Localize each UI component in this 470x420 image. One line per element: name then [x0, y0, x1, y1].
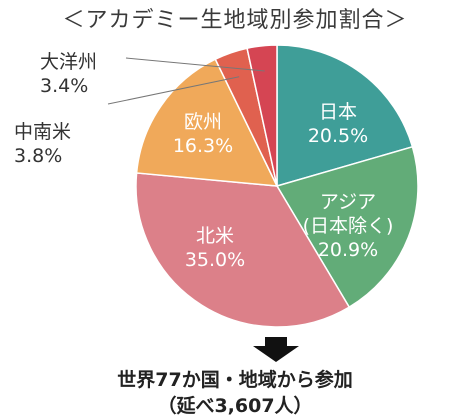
pie-slice-4: [135, 58, 279, 187]
pie-slice-2: [275, 145, 419, 309]
leader-line-6: [125, 57, 265, 72]
pie-slice-3: [135, 172, 351, 328]
slice-label-line: 3.4%: [40, 75, 88, 97]
slice-label-line: アジア: [320, 191, 376, 213]
down-arrow-icon: [253, 337, 299, 362]
slice-label-5: 中南米 3.8%: [14, 121, 71, 167]
footer-total: （延べ3,607人）: [157, 395, 313, 417]
slice-label-3: 北米 35.0%: [185, 225, 245, 271]
slice-label-1: 日本 20.5%: [308, 101, 368, 147]
pie-slice-1: [276, 44, 414, 187]
slice-label-line: (日本除く): [303, 215, 394, 237]
pie-slices: [135, 44, 419, 328]
slice-label-line: 16.3%: [173, 135, 233, 157]
pie-slice-6: [246, 44, 278, 187]
slice-label-line: 20.5%: [308, 125, 368, 147]
slice-label-2: アジア(日本除く) 20.9%: [303, 191, 394, 261]
leader-lines: [107, 57, 265, 105]
slice-label-6: 大洋州 3.4%: [40, 51, 97, 97]
slice-label-line: 35.0%: [185, 249, 245, 271]
slice-label-line: 中南米: [14, 121, 71, 143]
chart-title: ＜アカデミー生地域別参加割合＞: [62, 8, 408, 33]
slice-label-line: 北米: [196, 225, 234, 247]
leader-line-5: [107, 76, 240, 105]
slice-labels: 日本 20.5%アジア(日本除く) 20.9%北米 35.0%欧州 16.3%中南米 3.…: [14, 51, 393, 271]
slice-label-line: 大洋州: [40, 51, 97, 73]
slice-label-line: 日本: [319, 101, 357, 123]
footer-summary: 世界77か国・地域から参加: [117, 369, 353, 391]
slice-label-4: 欧州 16.3%: [173, 111, 233, 157]
slice-label-line: 20.9%: [318, 239, 378, 261]
slice-label-line: 欧州: [184, 111, 222, 133]
slice-label-line: 3.8%: [14, 145, 62, 167]
